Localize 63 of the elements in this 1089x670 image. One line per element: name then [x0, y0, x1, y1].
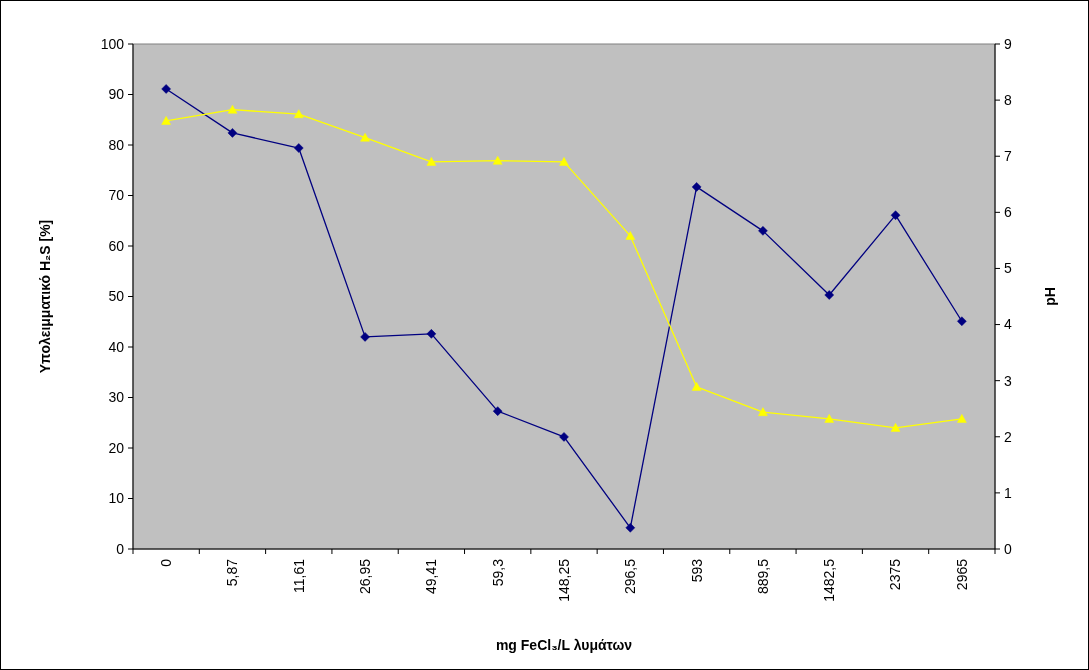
x-tick-label: 5,87	[224, 558, 241, 587]
point	[559, 432, 569, 442]
point	[758, 407, 768, 416]
x-tick-label: 296,5	[622, 558, 639, 595]
point	[625, 231, 636, 240]
y2-tick-label: 7	[1004, 148, 1012, 165]
x-tick-label: 148,25	[555, 558, 572, 602]
x-tick-label: 26,95	[356, 558, 373, 595]
point	[360, 132, 370, 142]
y-tick-label: 100	[100, 35, 125, 52]
point	[758, 226, 768, 236]
x-tick-label: 593	[688, 558, 705, 583]
x-tick-label: 1482,5	[821, 558, 838, 602]
point	[957, 316, 967, 326]
y-tick-label: 80	[108, 136, 125, 153]
point	[890, 423, 901, 432]
y2-tick-label: 3	[1004, 372, 1012, 389]
x-tick-label: 11,61	[290, 558, 307, 593]
y2-tick-label: 5	[1004, 260, 1012, 277]
y-tick-label: 30	[108, 389, 125, 406]
point	[294, 109, 304, 118]
point	[294, 143, 304, 153]
point	[890, 210, 901, 220]
x-tick-label: 2375	[887, 558, 904, 591]
point	[161, 84, 171, 94]
y-tick-label: 0	[116, 540, 125, 557]
y2-tick-label: 2	[1004, 428, 1012, 445]
point	[227, 128, 238, 138]
y2-tick-label: 1	[1004, 484, 1012, 501]
point	[426, 157, 437, 166]
y2-tick-label: 8	[1004, 92, 1012, 109]
x-tick-label: 59,3	[489, 558, 506, 587]
point	[824, 414, 834, 423]
y-tick-label: 20	[108, 439, 125, 456]
point	[227, 104, 238, 114]
point	[492, 155, 503, 165]
point	[691, 382, 702, 391]
y-tick-label: 60	[108, 237, 125, 254]
point	[957, 414, 967, 423]
x-tick-label: 889,5	[754, 558, 771, 595]
y-tick-label: 70	[108, 187, 125, 204]
y-tick-label: 90	[108, 86, 125, 103]
x-tick-label: 49,41	[423, 558, 440, 595]
y2-tick-label: 4	[1004, 316, 1012, 333]
point	[625, 523, 636, 533]
y2-tick-label: 0	[1004, 540, 1012, 557]
point	[161, 116, 171, 125]
point	[559, 157, 569, 166]
x-tick-label: 0	[158, 558, 175, 567]
point	[492, 406, 503, 416]
point	[426, 329, 437, 339]
y-axis-title: Υπολειμματικό H₂S [%]	[37, 219, 53, 374]
point	[360, 332, 370, 342]
y2-axis-title: pH	[1042, 287, 1058, 306]
y-tick-label: 40	[108, 338, 125, 355]
y-tick-label: 50	[108, 288, 125, 305]
y2-tick-label: 9	[1004, 35, 1012, 52]
x-tick-label: 2965	[953, 558, 970, 591]
point	[824, 290, 834, 300]
y-tick-label: 10	[108, 490, 125, 507]
y2-tick-label: 6	[1004, 204, 1012, 221]
x-axis-title: mg FeCl₃/L λυμάτων	[495, 637, 633, 653]
point	[691, 182, 702, 192]
